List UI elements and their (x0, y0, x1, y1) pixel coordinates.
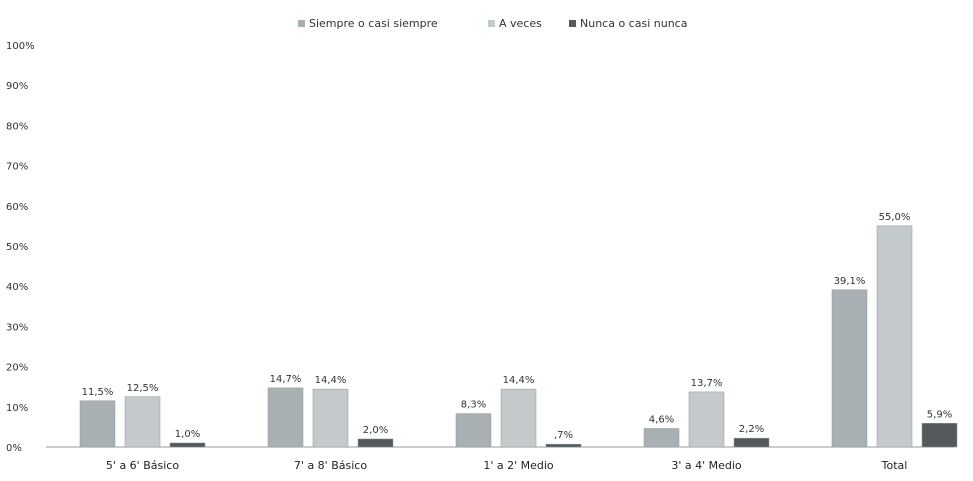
y-tick-label: 40% (6, 282, 28, 293)
x-category-label: 5' a 6' Básico (106, 459, 179, 472)
data-label: 14,4% (315, 375, 347, 386)
data-label: 12,5% (127, 383, 159, 394)
x-category-label: 1' a 2' Medio (483, 459, 554, 472)
y-tick-label: 90% (6, 81, 28, 92)
bar (643, 428, 680, 448)
bar (169, 442, 206, 448)
legend-swatch (488, 20, 495, 27)
data-label: 11,5% (82, 387, 114, 398)
bar (831, 289, 868, 448)
data-label: ,7% (554, 430, 573, 441)
data-label: 13,7% (691, 378, 723, 389)
data-label: 8,3% (461, 400, 486, 411)
y-tick-label: 30% (6, 322, 28, 333)
x-axis-categories: 5' a 6' Básico 7' a 8' Básico 1' a 2' Medi… (106, 459, 907, 472)
bar (312, 388, 349, 448)
data-labels: 11,5% 12,5% 1,0% 14,7% 14,4% 2,0% 8,3% 14,4% ,7%… (82, 212, 953, 441)
x-category-label: 7' a 8' Básico (294, 459, 367, 472)
y-tick-label: 20% (6, 363, 28, 374)
legend-entry: A veces (499, 17, 542, 30)
bar (267, 387, 304, 448)
bars (79, 225, 958, 448)
y-tick-label: 50% (6, 242, 28, 253)
legend-entry: Siempre o casi siempre (309, 17, 438, 30)
data-label: 2,0% (363, 425, 388, 436)
y-tick-label: 0% (6, 443, 22, 454)
data-label: 39,1% (834, 276, 866, 287)
data-label: 2,2% (739, 424, 764, 435)
bar (876, 225, 913, 448)
data-label: 4,6% (649, 415, 674, 426)
legend: Siempre o casi siempre A veces Nunca o cas… (298, 17, 687, 30)
y-tick-label: 10% (6, 403, 28, 414)
x-category-label: Total (881, 459, 908, 472)
data-label: 1,0% (175, 429, 200, 440)
legend-swatch (569, 20, 576, 27)
y-tick-label: 80% (6, 121, 28, 132)
data-label: 14,4% (503, 375, 535, 386)
legend-swatch (298, 20, 305, 27)
bar (124, 396, 161, 448)
bar (921, 423, 958, 448)
y-tick-label: 100% (6, 41, 35, 52)
x-category-label: 3' a 4' Medio (671, 459, 742, 472)
bar (500, 388, 537, 448)
bar (545, 443, 582, 448)
y-tick-label: 70% (6, 162, 28, 173)
bar (357, 438, 394, 448)
legend-entry: Nunca o casi nunca (580, 17, 687, 30)
data-label: 5,9% (927, 409, 952, 420)
bar (79, 400, 116, 448)
y-tick-label: 60% (6, 202, 28, 213)
bar (455, 413, 492, 448)
y-axis: 0% 10% 20% 30% 40% 50% 60% 70% 80% 90% 100% (6, 41, 35, 454)
data-label: 55,0% (879, 212, 911, 223)
bar (688, 391, 725, 448)
bar (733, 437, 770, 448)
data-label: 14,7% (270, 374, 302, 385)
